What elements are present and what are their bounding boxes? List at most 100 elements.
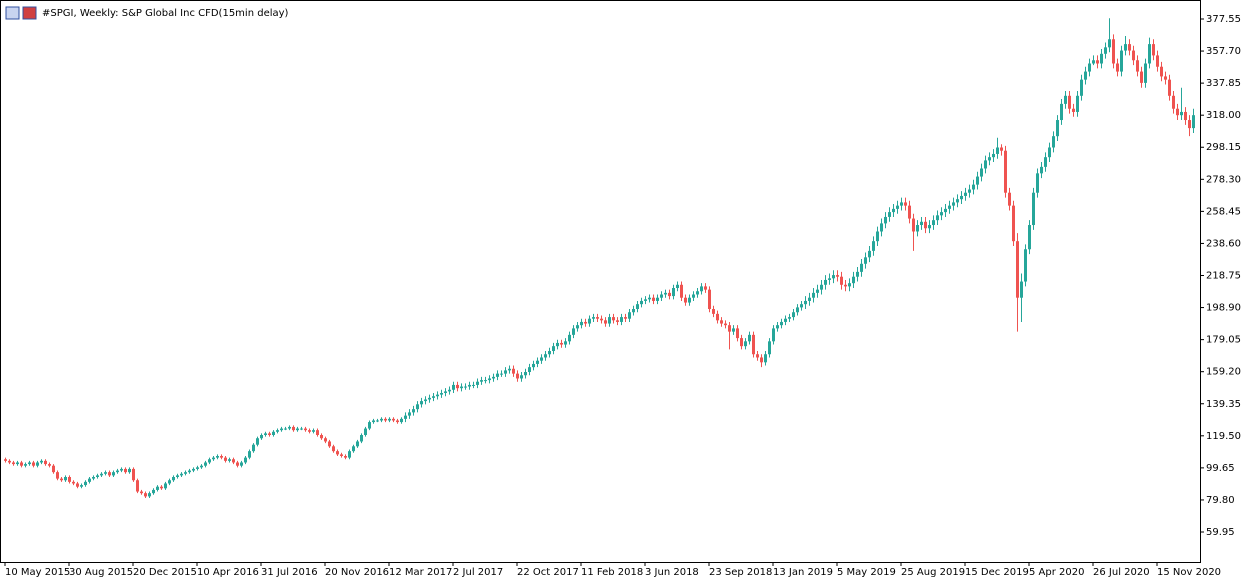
- candle-body: [660, 294, 663, 298]
- candle-body: [280, 428, 283, 431]
- candle-body: [580, 321, 583, 326]
- candle-body: [404, 415, 407, 419]
- candle-body: [296, 428, 299, 431]
- candle-body: [204, 462, 207, 466]
- candle-body: [716, 313, 719, 321]
- candle-body: [272, 431, 275, 436]
- candle-body: [232, 459, 235, 463]
- candle-body: [200, 465, 203, 468]
- x-tick-label: 20 Nov 2016: [325, 567, 389, 578]
- candle-body: [972, 184, 975, 190]
- candle-body: [952, 202, 955, 206]
- x-tick-label: 11 Feb 2018: [581, 567, 643, 578]
- candle-body: [708, 289, 711, 310]
- candle-body: [340, 454, 343, 457]
- candle-body: [1032, 192, 1035, 226]
- candle-body: [788, 317, 791, 319]
- candle-body: [460, 386, 463, 389]
- candle-body: [100, 473, 103, 476]
- candle-body: [800, 304, 803, 308]
- candle-body: [468, 384, 471, 387]
- candle-body: [176, 475, 179, 478]
- candle-body: [140, 491, 143, 494]
- candle-body: [864, 257, 867, 264]
- candle-body: [740, 338, 743, 347]
- candle-body: [368, 422, 371, 429]
- candle-body: [420, 401, 423, 405]
- candle-body: [652, 297, 655, 301]
- candle-body: [720, 320, 723, 324]
- candle-body: [88, 478, 91, 482]
- candle-body: [104, 472, 107, 474]
- candle-body: [948, 205, 951, 209]
- candle-body: [856, 271, 859, 277]
- y-tick-label: 318.00: [1206, 110, 1241, 121]
- candle-body: [1088, 63, 1091, 72]
- candle-body: [728, 325, 731, 332]
- candle-body: [228, 459, 231, 461]
- candle-body: [628, 312, 631, 319]
- candle-body: [1012, 205, 1015, 242]
- candle-body: [836, 275, 839, 277]
- candle-body: [248, 451, 251, 458]
- candle-body: [252, 444, 255, 452]
- candle-body: [16, 462, 19, 465]
- candle-body: [400, 418, 403, 423]
- candle-body: [1108, 39, 1111, 48]
- candle-body: [56, 472, 59, 479]
- candle-body: [924, 221, 927, 229]
- candle-body: [1152, 44, 1155, 56]
- candle-body: [536, 360, 539, 364]
- candle-body: [1132, 50, 1135, 61]
- candle-body: [1060, 103, 1063, 121]
- x-tick-label: 22 Oct 2017: [517, 567, 579, 578]
- y-tick-label: 99.65: [1206, 463, 1235, 474]
- candle-body: [156, 486, 159, 490]
- candle-body: [1024, 249, 1027, 282]
- x-tick-label: 31 Jul 2016: [261, 567, 318, 578]
- y-tick-label: 139.35: [1206, 399, 1241, 410]
- candle-body: [4, 459, 7, 461]
- candle-body: [584, 321, 587, 324]
- candle-body: [960, 195, 963, 200]
- candle-body: [564, 341, 567, 345]
- candle-body: [264, 433, 267, 436]
- candle-body: [936, 215, 939, 221]
- candle-body: [500, 373, 503, 375]
- candle-body: [828, 278, 831, 280]
- candle-body: [656, 297, 659, 301]
- candle-body: [40, 460, 43, 463]
- candle-body: [512, 368, 515, 374]
- candle-body: [1176, 108, 1179, 116]
- candle-body: [1156, 55, 1159, 67]
- candle-body: [384, 418, 387, 421]
- y-tick-label: 59.95: [1206, 527, 1235, 538]
- candle-body: [260, 435, 263, 439]
- candle-body: [300, 428, 303, 430]
- candle-body: [672, 288, 675, 297]
- candle-body: [1112, 39, 1115, 64]
- candle-body: [1064, 95, 1067, 104]
- candle-body: [1092, 60, 1095, 64]
- candle-body: [792, 312, 795, 318]
- candle-body: [1020, 281, 1023, 298]
- candle-body: [560, 342, 563, 345]
- candle-body: [976, 176, 979, 185]
- candle-body: [1016, 241, 1019, 298]
- candle-body: [676, 284, 679, 289]
- candle-body: [592, 317, 595, 319]
- candle-body: [76, 483, 79, 487]
- candle-body: [20, 462, 23, 466]
- candle-body: [532, 363, 535, 368]
- candle-body: [1116, 63, 1119, 72]
- candle-body: [988, 157, 991, 161]
- candle-body: [136, 480, 139, 492]
- candle-body: [1144, 63, 1147, 83]
- x-tick-label: 25 Aug 2019: [901, 567, 965, 578]
- candle-body: [996, 147, 999, 154]
- candle-body: [168, 480, 171, 484]
- candle-body: [1124, 44, 1127, 51]
- candle-body: [932, 220, 935, 226]
- candle-body: [692, 294, 695, 298]
- candle-body: [1120, 50, 1123, 72]
